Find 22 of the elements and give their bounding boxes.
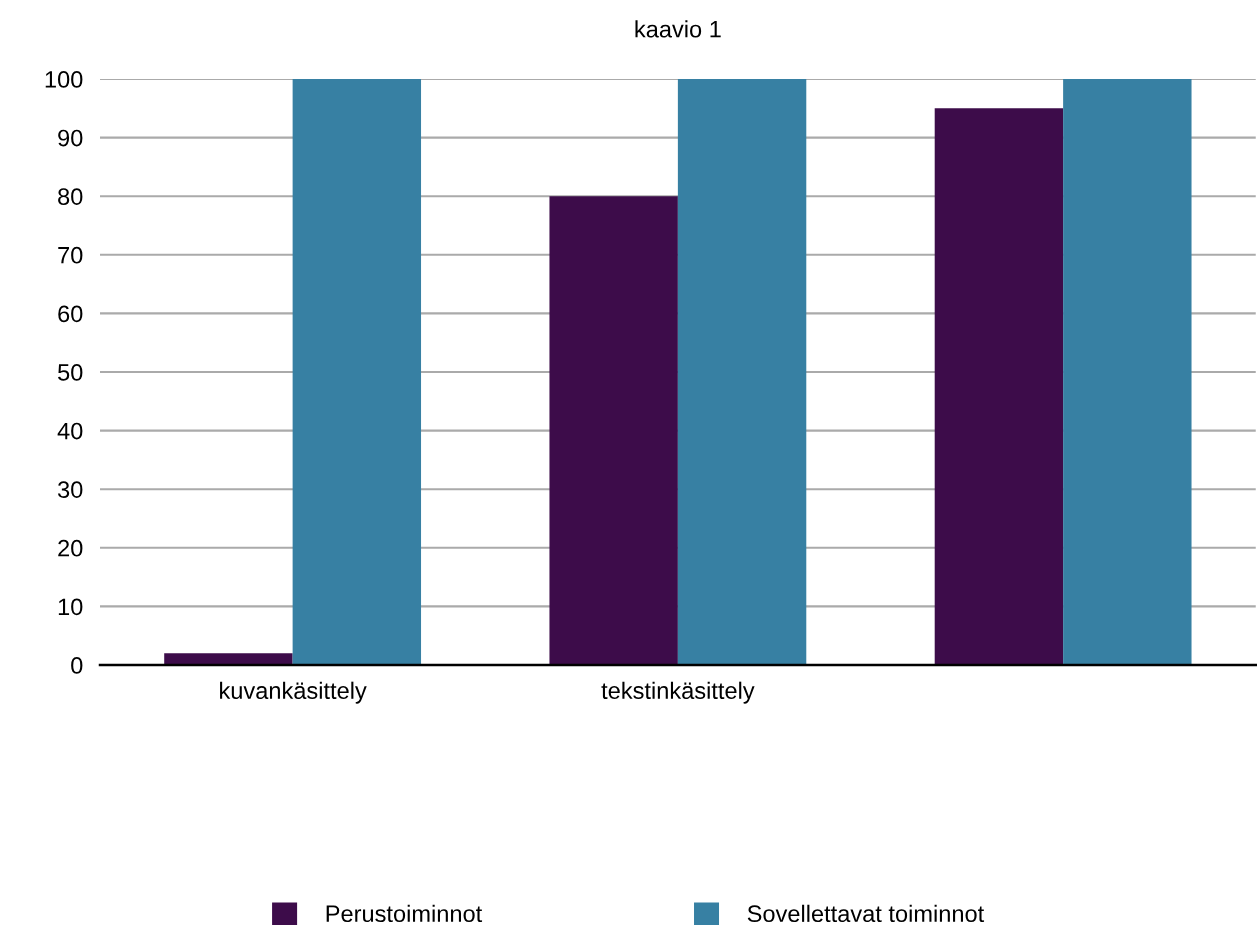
- y-tick-label: 60: [58, 305, 83, 323]
- x-tick-label: kuvankäsittely: [220, 681, 367, 704]
- y-tick-label: 0: [71, 657, 83, 674]
- y-tick-label: 50: [58, 364, 83, 381]
- y-tick-label: 20: [58, 539, 83, 557]
- y-tick-label: 80: [58, 188, 83, 205]
- y-tick-label: 70: [58, 246, 83, 264]
- bar: [292, 79, 422, 665]
- bar: [549, 196, 678, 665]
- legend-label: Perustoiminnot: [326, 904, 483, 923]
- legend-label: Sovellettavat toiminnot: [747, 904, 985, 923]
- bar: [164, 653, 293, 665]
- y-tick-label: 10: [58, 598, 83, 616]
- bar: [677, 79, 807, 665]
- x-tick-label: tekstinkäsittely: [601, 681, 755, 704]
- bar: [1063, 79, 1192, 665]
- y-tick-label: 40: [57, 422, 83, 440]
- chart-title: kaavio 1: [635, 20, 721, 38]
- bar: [934, 108, 1064, 665]
- y-tick-label: 90: [58, 129, 83, 147]
- y-tick-label: 100: [45, 71, 83, 88]
- y-tick-label: 30: [57, 481, 83, 498]
